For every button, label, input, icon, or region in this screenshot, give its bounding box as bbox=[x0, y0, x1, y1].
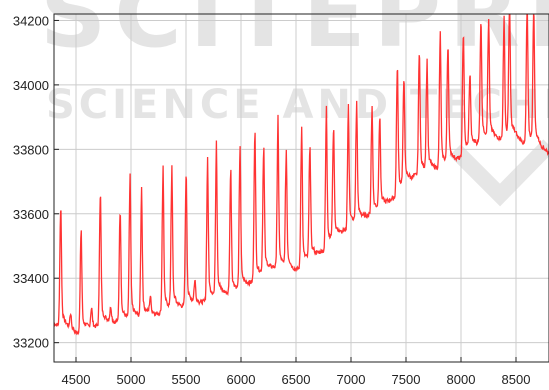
y-tick-label: 33600 bbox=[13, 207, 49, 222]
x-tick-label: 8000 bbox=[447, 372, 476, 387]
x-tick-label: 6500 bbox=[282, 372, 311, 387]
y-tick-label: 33400 bbox=[13, 271, 49, 286]
series-line bbox=[54, 14, 549, 336]
y-axis: 33200 33400 33600 33800 34000 34200 bbox=[13, 13, 59, 351]
y-tick-label: 33200 bbox=[13, 336, 49, 351]
y-tick-label: 34200 bbox=[13, 13, 49, 28]
y-tick-label: 34000 bbox=[13, 78, 49, 93]
y-tick-label: 33800 bbox=[13, 142, 49, 157]
watermark-logo-text: SCITEPRESS bbox=[40, 0, 549, 68]
x-tick-label: 6000 bbox=[227, 372, 256, 387]
plot-frame bbox=[53, 13, 549, 363]
watermark-tagline-text: SCIENCE AND TECHNOLOGY bbox=[46, 82, 549, 128]
x-tick-label: 7000 bbox=[337, 372, 366, 387]
x-tick-label: 7500 bbox=[392, 372, 421, 387]
x-tick-label: 4500 bbox=[62, 372, 91, 387]
x-tick-label: 5500 bbox=[172, 372, 201, 387]
x-axis: 4500 5000 5500 6000 6500 7000 7500 8000 8500 bbox=[62, 357, 531, 387]
x-tick-label: 8500 bbox=[502, 372, 531, 387]
watermark-chevron-icon bbox=[449, 139, 549, 207]
x-tick-label: 5000 bbox=[117, 372, 146, 387]
